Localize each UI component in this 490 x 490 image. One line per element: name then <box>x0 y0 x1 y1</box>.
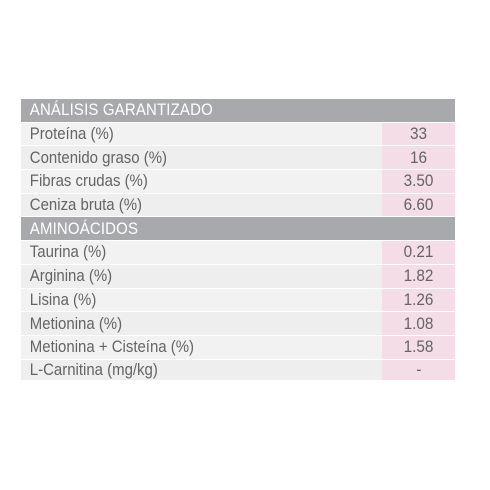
row-value: 3.50 <box>382 170 455 193</box>
row-label: Metionina (%) <box>29 313 123 333</box>
row-value: 16 <box>382 146 455 170</box>
row-label: Taurina (%) <box>29 242 107 262</box>
table-row: Metionina + Cisteína (%) 1.58 <box>21 335 455 360</box>
row-value: 1.58 <box>382 335 455 359</box>
table-row: Fibras crudas (%) 3.50 <box>21 170 455 194</box>
section-header-amino-acids: AMINOÁCIDOS <box>21 217 455 242</box>
row-label: Contenido graso (%) <box>29 147 168 167</box>
row-value: 6.60 <box>382 193 455 217</box>
row-label: Ceniza bruta (%) <box>29 195 143 215</box>
row-label: L-Carnitina (mg/kg) <box>29 359 158 379</box>
row-label: Fibras crudas (%) <box>29 171 148 191</box>
row-label: Arginina (%) <box>29 266 113 286</box>
table-row: Proteína (%) 33 <box>21 122 455 147</box>
row-label: Metionina + Cisteína (%) <box>29 337 195 357</box>
row-value: 1.82 <box>382 264 455 288</box>
table-row: Ceniza bruta (%) 6.60 <box>21 193 455 218</box>
table-row: Arginina (%) 1.82 <box>21 264 455 289</box>
table-row: Metionina (%) 1.08 <box>21 312 455 336</box>
table-row: Contenido graso (%) 16 <box>21 146 455 171</box>
row-value: - <box>382 359 455 380</box>
section-title: ANÁLISIS GARANTIZADO <box>29 100 213 120</box>
table-row: L-Carnitina (mg/kg) - <box>21 359 455 381</box>
nutrition-table: ANÁLISIS GARANTIZADO Proteína (%) 33 Con… <box>21 99 455 381</box>
table-row: Lisina (%) 1.26 <box>21 288 455 313</box>
section-header-guaranteed-analysis: ANÁLISIS GARANTIZADO <box>21 99 455 123</box>
row-value: 1.08 <box>382 312 455 335</box>
section-title: AMINOÁCIDOS <box>29 218 139 238</box>
row-label: Lisina (%) <box>29 289 97 309</box>
table-row: Taurina (%) 0.21 <box>21 241 455 265</box>
row-value: 0.21 <box>382 241 455 264</box>
row-value: 1.26 <box>382 288 455 312</box>
row-value: 33 <box>382 122 455 146</box>
row-label: Proteína (%) <box>29 124 114 144</box>
